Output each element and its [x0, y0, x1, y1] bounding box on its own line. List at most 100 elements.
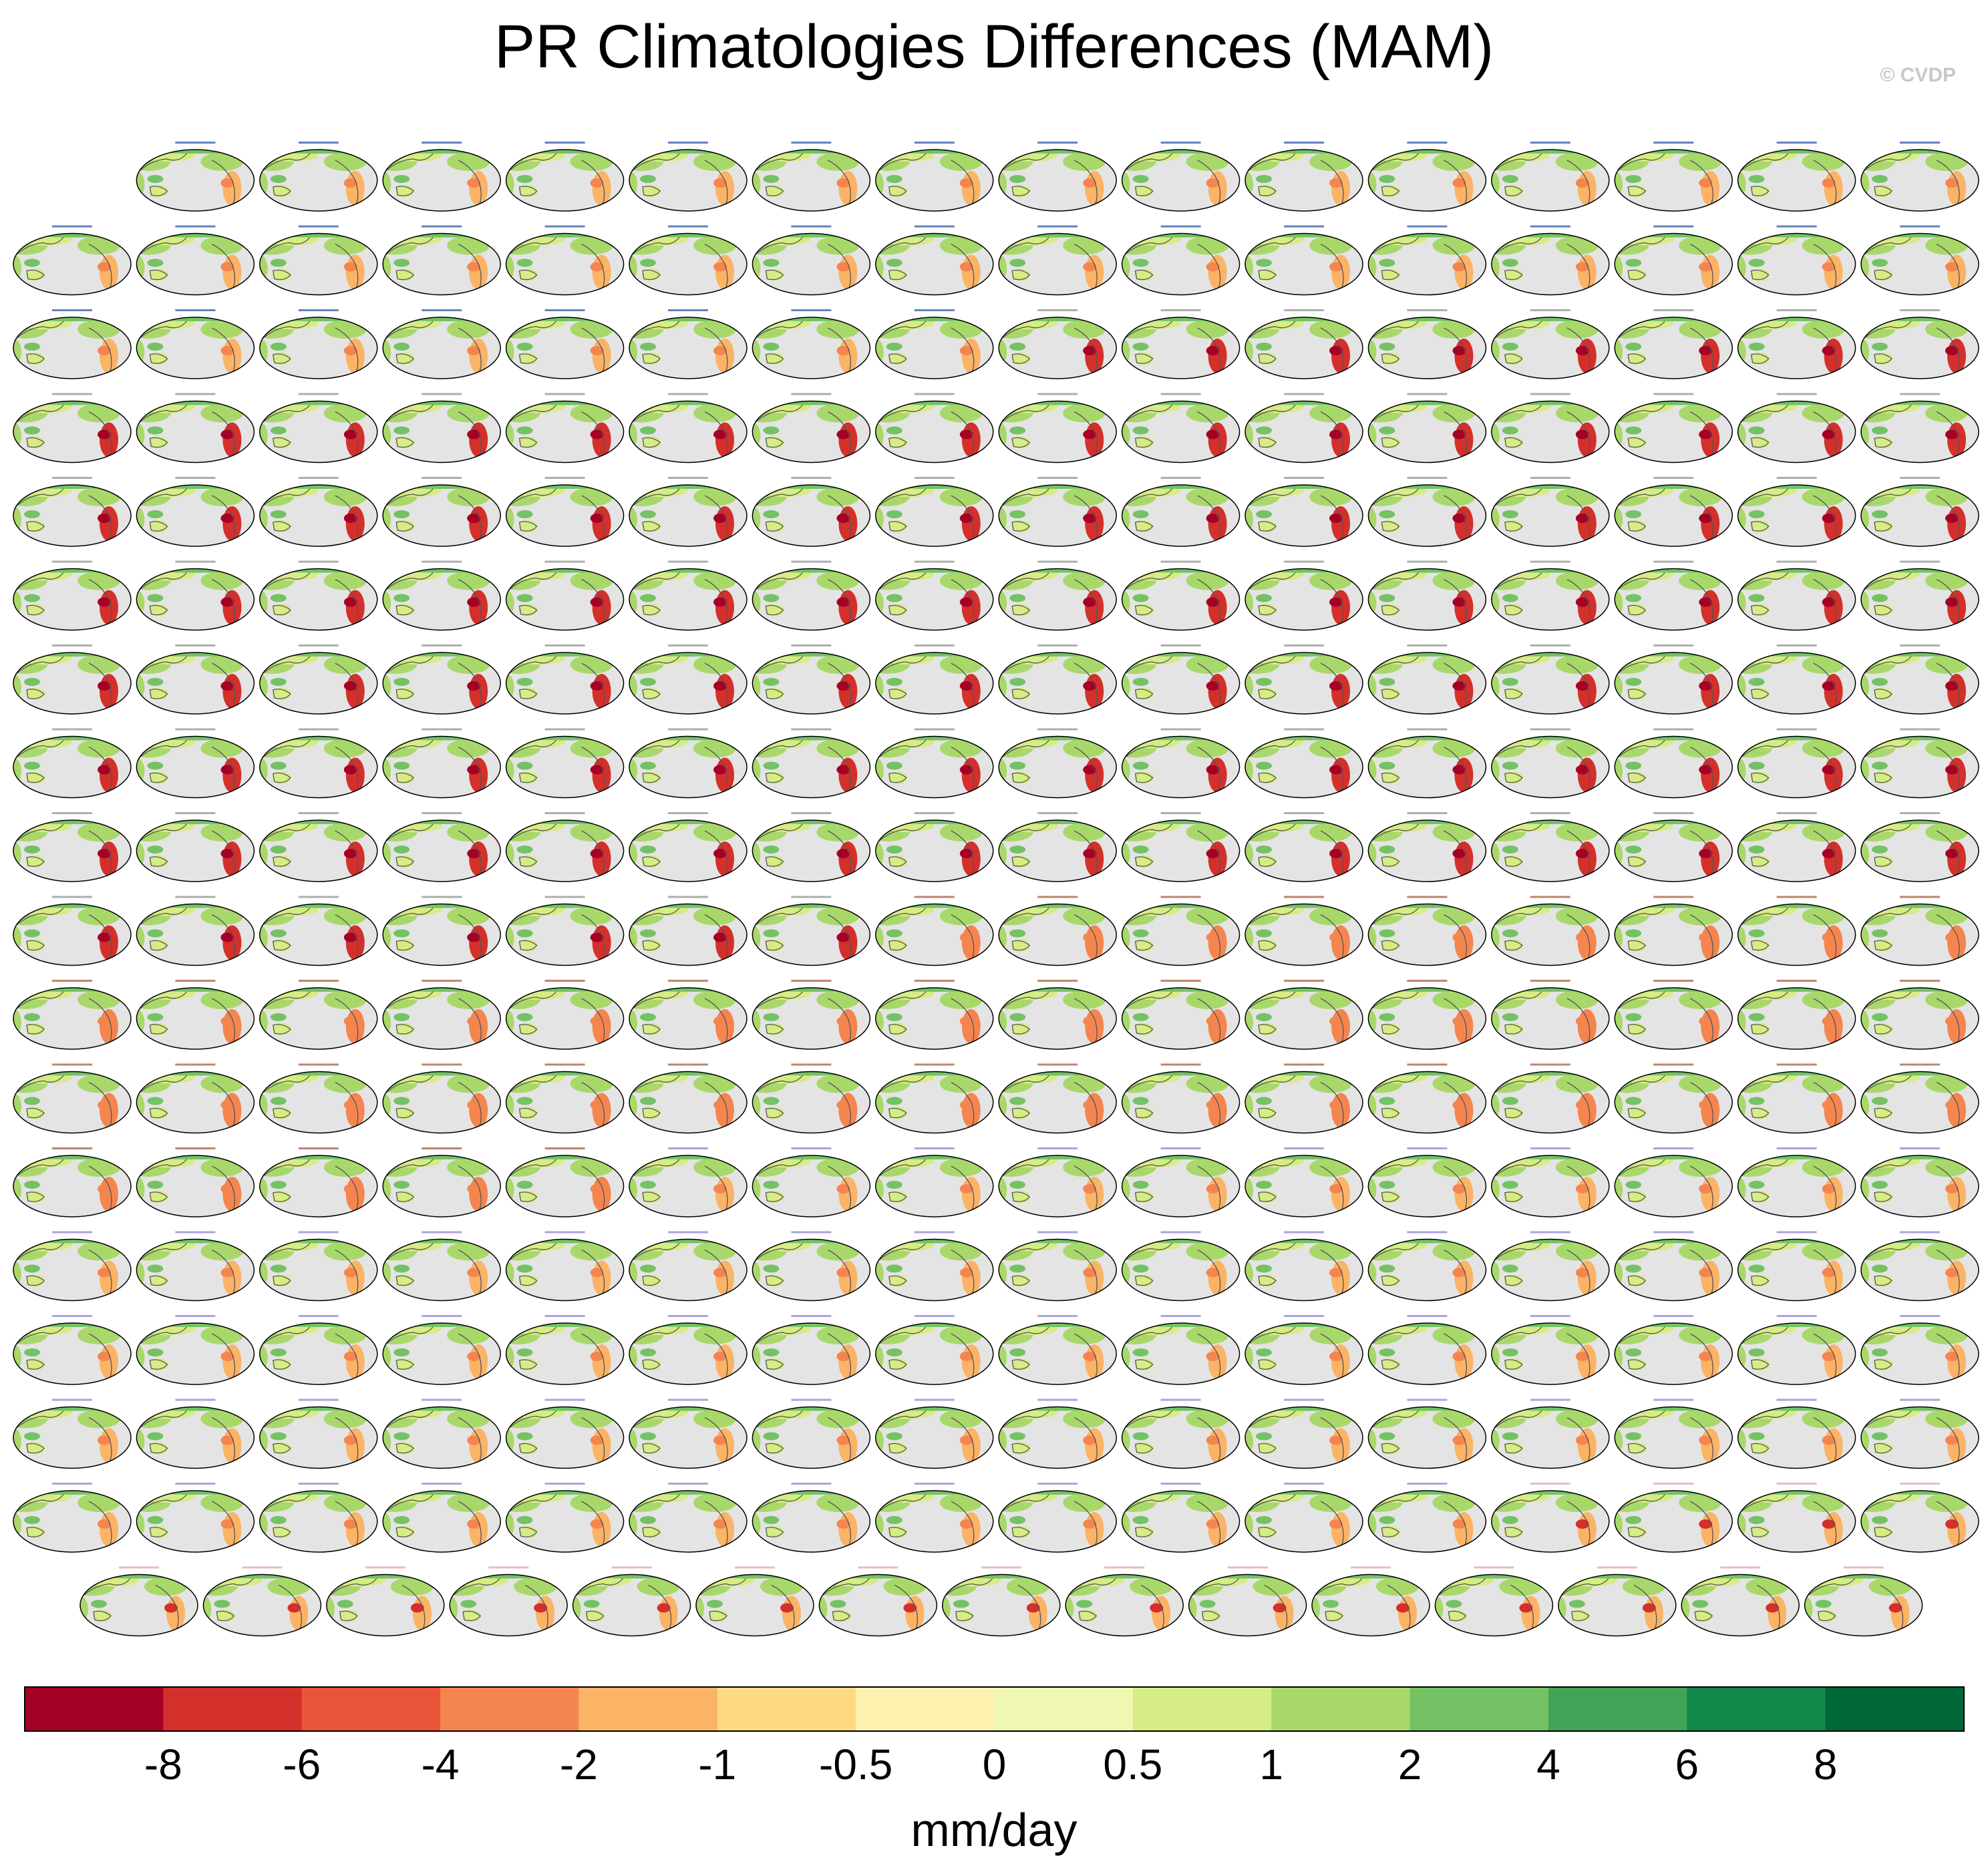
map-precip-region: [1802, 1409, 1845, 1429]
map-coastline: [13, 908, 112, 962]
map-precip-region: [222, 422, 242, 457]
map-border: [998, 1406, 1117, 1469]
map-panel-title-mark: [1037, 477, 1078, 479]
map-tropical-anomaly: [590, 429, 604, 439]
map-panel: [1860, 980, 1979, 1050]
map-precip-region: [1748, 1516, 1765, 1524]
map-coastline: [506, 153, 605, 208]
map-tropical-anomaly: [467, 429, 481, 439]
map-coastline: [1122, 405, 1221, 459]
map-precip-region: [516, 1516, 533, 1524]
map-precip-region: [1802, 1242, 1845, 1261]
colorbar-swatch: [856, 1687, 995, 1731]
map-border: [136, 652, 255, 715]
map-border: [1121, 317, 1240, 379]
map-tropical-anomaly: [98, 932, 111, 942]
map-coastline: [875, 908, 975, 962]
map-precip-region: [1824, 339, 1843, 373]
map-tropical-anomaly: [1329, 262, 1343, 272]
map-coastline: [752, 488, 852, 543]
map-precip-region: [516, 1348, 533, 1356]
map-precip-region: [1872, 175, 1888, 183]
map-precip-region: [100, 674, 118, 709]
map-panel-title-mark: [1900, 477, 1940, 479]
map-coastline: [1245, 237, 1344, 291]
map-precip-region: [1872, 929, 1888, 938]
map-precip-region: [838, 1177, 858, 1211]
map-border: [136, 1238, 255, 1302]
map-precip-region: [323, 236, 367, 255]
colorbar-tick-label: 6: [1675, 1740, 1699, 1789]
map-coastline: [752, 991, 852, 1046]
map-precip-region: [570, 1074, 613, 1093]
map-precip-region: [147, 258, 164, 267]
colorbar-tick-label: -4: [421, 1740, 460, 1789]
map-border: [1121, 400, 1240, 463]
map-precip-region: [1432, 236, 1476, 255]
map-precip-region: [1625, 1432, 1642, 1441]
map-panel: [1491, 560, 1610, 631]
map-precip-region: [1824, 674, 1843, 709]
map-precip-region: [469, 171, 488, 206]
map-precip-region: [393, 1264, 410, 1273]
map-precip-region: [816, 403, 860, 423]
map-precip-region: [1502, 594, 1518, 602]
map-panel-title-mark: [668, 393, 708, 395]
map-panel: [818, 1566, 938, 1637]
map-panel-title-mark: [1407, 980, 1448, 982]
map-precip-region: [1679, 906, 1722, 926]
map-precip-region: [447, 403, 490, 423]
map-precip-region: [100, 1177, 118, 1211]
map-precip-region: [469, 674, 488, 709]
map-coastline: [1491, 237, 1591, 291]
map-precip-region: [24, 1013, 40, 1021]
map-coastline: [752, 1159, 852, 1214]
map-panel: [1491, 980, 1610, 1050]
map-panel-title-mark: [1653, 1483, 1694, 1485]
map-precip-region: [1679, 990, 1722, 1009]
map-precip-region: [1009, 258, 1026, 267]
map-panel-title-mark: [422, 896, 462, 898]
map-precip-region: [1454, 757, 1474, 793]
map-panel: [998, 896, 1117, 966]
map-precip-region: [222, 339, 242, 373]
map-tropical-anomaly: [1452, 1100, 1466, 1110]
map-panel: [1245, 142, 1363, 212]
map-precip-region: [693, 1158, 736, 1177]
map-tropical-anomaly: [1206, 346, 1220, 355]
map-coastline: [259, 1243, 359, 1297]
map-panel-title-mark: [175, 1315, 216, 1317]
map-panel-title-mark: [1037, 225, 1078, 228]
map-precip-region: [469, 1512, 488, 1547]
map-precip-region: [270, 1264, 287, 1273]
map-precip-region: [1679, 152, 1722, 171]
map-tropical-anomaly: [1452, 346, 1466, 355]
map-panel-title-mark: [1160, 225, 1201, 228]
map-coastline: [136, 321, 236, 375]
map-precip-region: [570, 236, 613, 255]
map-panel: [1367, 1399, 1487, 1469]
map-panel: [1121, 980, 1240, 1050]
map-precip-region: [1925, 739, 1968, 758]
map-panel: [1491, 1147, 1610, 1218]
map-coastline: [13, 656, 112, 711]
map-precip-region: [1802, 152, 1845, 171]
map-coastline: [13, 488, 112, 543]
map-border: [259, 1155, 378, 1218]
map-precip-region: [536, 1596, 555, 1631]
map-panel: [1614, 477, 1733, 547]
map-panel: [629, 560, 748, 631]
map-border: [1737, 317, 1856, 379]
map-coastline: [383, 908, 482, 962]
map-border: [1737, 149, 1856, 212]
map-coastline: [752, 1075, 852, 1129]
map-precip-region: [1555, 571, 1599, 590]
map-precip-region: [1872, 343, 1888, 351]
map-precip-region: [1009, 175, 1026, 183]
map-precip-region: [1872, 426, 1888, 435]
map-precip-region: [816, 823, 860, 842]
map-border: [1245, 568, 1363, 631]
map-panel-title-mark: [914, 728, 955, 731]
map-precip-region: [1454, 1177, 1474, 1211]
map-panel-title-mark: [298, 225, 339, 228]
